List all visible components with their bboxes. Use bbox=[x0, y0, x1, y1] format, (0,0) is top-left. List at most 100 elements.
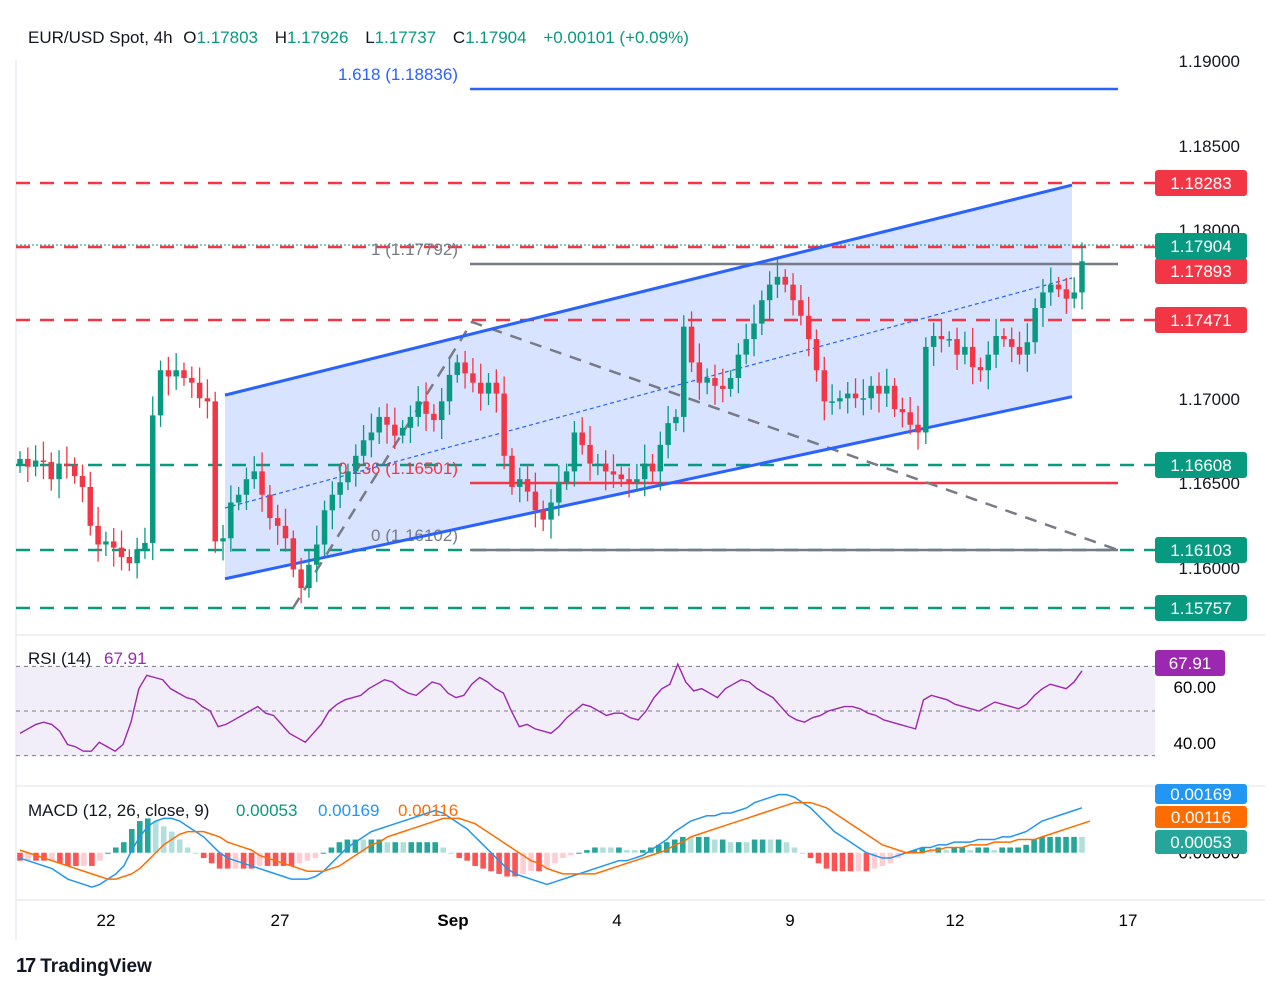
macd-hist-bar bbox=[57, 852, 63, 864]
macd-hist-bar bbox=[352, 839, 359, 853]
macd-hist-bar bbox=[504, 852, 510, 877]
macd-hist-bar bbox=[113, 847, 119, 853]
candle bbox=[134, 549, 140, 564]
candle bbox=[392, 424, 398, 436]
macd-hist-bar bbox=[991, 850, 997, 853]
fib-label: 0 (1.16102) bbox=[371, 526, 458, 545]
macd-hist-bar bbox=[743, 842, 750, 853]
macd-hist-bar bbox=[999, 847, 1005, 853]
macd-hist-bar bbox=[959, 847, 966, 853]
time-axis-tick: 12 bbox=[946, 911, 965, 930]
candle bbox=[665, 423, 671, 445]
macd-hist-bar bbox=[600, 847, 606, 853]
macd-hist-bar bbox=[855, 852, 862, 872]
candle bbox=[681, 326, 687, 417]
candle bbox=[845, 393, 851, 399]
candle bbox=[540, 510, 546, 520]
macd-hist-bar bbox=[751, 839, 758, 853]
candle bbox=[1016, 346, 1023, 355]
macd-hist-bar bbox=[528, 852, 534, 872]
candle bbox=[228, 502, 234, 539]
macd-hist-bar bbox=[552, 852, 558, 864]
candle bbox=[790, 284, 796, 301]
macd-hist-bar bbox=[536, 852, 542, 872]
rsi-line bbox=[19, 662, 1083, 753]
candle bbox=[798, 300, 804, 316]
tradingview-logo[interactable]: 17 TradingView bbox=[16, 955, 152, 978]
price-badge-label: 1.16103 bbox=[1170, 541, 1231, 560]
candle bbox=[837, 398, 843, 402]
candle bbox=[563, 471, 570, 483]
macd-hist-bar bbox=[592, 847, 598, 853]
macd-hist-bar bbox=[240, 852, 247, 869]
macd-hist-bar bbox=[975, 847, 981, 853]
candle bbox=[704, 378, 710, 383]
candle bbox=[501, 393, 507, 456]
macd-hist-bar bbox=[767, 839, 774, 853]
macd-hist-bar bbox=[152, 821, 159, 853]
candle bbox=[602, 463, 609, 472]
candle bbox=[204, 398, 211, 402]
macd-hist-bar bbox=[280, 852, 287, 866]
price-axis-tick: 1.18500 bbox=[1179, 137, 1240, 156]
candle bbox=[360, 440, 367, 456]
candle bbox=[915, 424, 921, 433]
candles bbox=[17, 242, 1085, 604]
candle bbox=[891, 385, 898, 410]
macd-hist-bar bbox=[192, 852, 199, 854]
candle bbox=[399, 427, 406, 436]
time-axis-tick: Sep bbox=[437, 911, 468, 930]
macd-hist-bar bbox=[656, 844, 662, 853]
macd-hist-bar bbox=[1055, 836, 1061, 853]
candle bbox=[485, 382, 492, 394]
candle bbox=[259, 471, 265, 495]
candle bbox=[868, 385, 874, 399]
candle bbox=[907, 412, 913, 425]
macd-hist-bar bbox=[33, 852, 39, 861]
macd-hist-bar bbox=[176, 839, 183, 853]
time-axis-tick: 4 bbox=[612, 911, 621, 930]
macd-hist-value: 0.00053 bbox=[236, 801, 297, 820]
macd-hist-bar bbox=[632, 850, 638, 853]
macd-badge bbox=[1155, 784, 1247, 804]
candle bbox=[462, 362, 468, 374]
macd-hist-bar bbox=[168, 831, 175, 853]
candle bbox=[517, 479, 523, 487]
candle bbox=[110, 541, 117, 548]
candle bbox=[157, 370, 164, 416]
candle bbox=[243, 479, 250, 495]
candle bbox=[64, 463, 70, 466]
tradingview-logo-icon: 17 bbox=[16, 955, 36, 977]
macd-hist-bar bbox=[967, 850, 974, 853]
macd-hist-bar bbox=[879, 852, 886, 866]
candle bbox=[993, 335, 999, 355]
macd-hist-badge-label: 0.00053 bbox=[1170, 833, 1231, 852]
candle bbox=[71, 465, 78, 477]
candle bbox=[829, 401, 835, 403]
candle bbox=[1032, 307, 1038, 343]
candle bbox=[743, 339, 749, 355]
candle bbox=[930, 335, 937, 347]
candle bbox=[189, 378, 195, 383]
candle bbox=[274, 518, 281, 526]
candle bbox=[923, 346, 929, 433]
macd-hist-bar bbox=[711, 839, 718, 853]
candle bbox=[25, 458, 31, 467]
candle bbox=[548, 502, 554, 520]
candle bbox=[1040, 292, 1046, 308]
macd-hist-bar bbox=[272, 852, 279, 866]
candle bbox=[579, 432, 585, 445]
close-label: C bbox=[452, 28, 466, 47]
candle bbox=[774, 276, 781, 285]
candle bbox=[587, 444, 593, 464]
macd-hist-bar bbox=[831, 852, 838, 872]
macd-hist-bar bbox=[871, 852, 878, 869]
candle bbox=[438, 401, 445, 421]
fib-label: 1.618 (1.18836) bbox=[338, 65, 458, 84]
macd-hist-bar bbox=[512, 852, 518, 877]
candle bbox=[431, 413, 437, 421]
candle bbox=[954, 339, 960, 355]
macd-hist-bar bbox=[951, 847, 958, 853]
macd-hist-bar bbox=[927, 850, 934, 853]
